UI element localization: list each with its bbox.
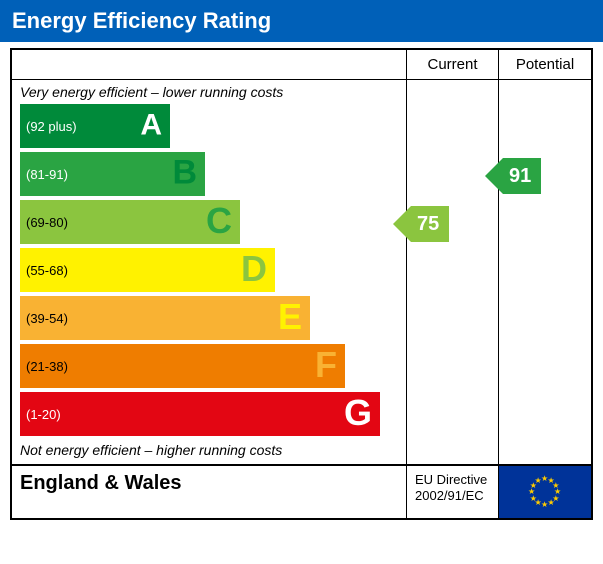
band-b: (81-91) B	[20, 152, 205, 196]
header-blank	[12, 50, 407, 80]
potential-column: 91	[499, 80, 591, 464]
current-pointer-value: 75	[411, 206, 449, 242]
band-range-b: (81-91)	[20, 167, 68, 182]
subtitle-bottom: Not energy efficient – higher running co…	[12, 442, 406, 464]
directive-label: EU Directive	[415, 472, 487, 487]
band-g: (1-20) G	[20, 392, 380, 436]
chart-frame: Current Potential Very energy efficient …	[10, 48, 593, 520]
band-letter-b: B	[172, 154, 197, 193]
band-letter-d: D	[241, 248, 267, 290]
current-pointer: 75	[393, 206, 449, 242]
potential-pointer-value: 91	[503, 158, 541, 194]
eu-star: ★	[548, 498, 555, 507]
eu-flag-icon: ★★★★★★★★★★★★	[515, 472, 575, 512]
current-column: 75	[407, 80, 499, 464]
current-pointer-arrow	[393, 206, 411, 242]
header-potential: Potential	[499, 50, 591, 80]
footer-directive: EU Directive 2002/91/EC	[407, 464, 499, 518]
band-range-d: (55-68)	[20, 263, 68, 278]
band-c: (69-80) C	[20, 200, 240, 244]
potential-pointer: 91	[485, 158, 541, 194]
band-letter-f: F	[315, 344, 337, 386]
bands-area: Very energy efficient – lower running co…	[12, 80, 407, 464]
eu-flag-cell: ★★★★★★★★★★★★	[499, 464, 591, 518]
band-letter-c: C	[206, 200, 232, 242]
band-e: (39-54) E	[20, 296, 310, 340]
band-range-a: (92 plus)	[20, 119, 77, 134]
eu-star: ★	[541, 500, 548, 509]
potential-pointer-arrow	[485, 158, 503, 194]
page-title: Energy Efficiency Rating	[12, 8, 271, 33]
band-range-g: (1-20)	[20, 407, 61, 422]
band-letter-e: E	[278, 296, 302, 338]
band-range-e: (39-54)	[20, 311, 68, 326]
band-f: (21-38) F	[20, 344, 345, 388]
band-d: (55-68) D	[20, 248, 275, 292]
directive-code: 2002/91/EC	[415, 488, 484, 503]
band-a: (92 plus) A	[20, 104, 170, 148]
header-current: Current	[407, 50, 499, 80]
title-bar: Energy Efficiency Rating	[0, 0, 603, 42]
band-range-c: (69-80)	[20, 215, 68, 230]
band-letter-a: A	[140, 108, 162, 142]
eu-star: ★	[535, 476, 542, 485]
band-letter-g: G	[344, 392, 372, 434]
footer-region: England & Wales	[12, 464, 407, 518]
subtitle-top: Very energy efficient – lower running co…	[12, 80, 406, 102]
band-range-f: (21-38)	[20, 359, 68, 374]
